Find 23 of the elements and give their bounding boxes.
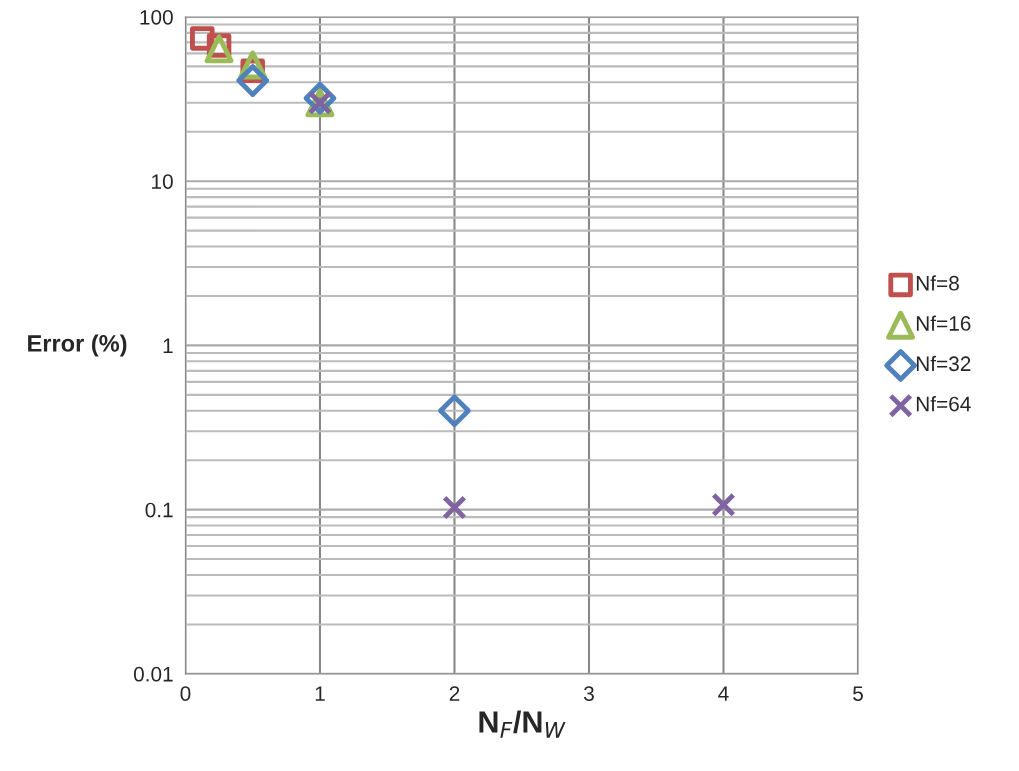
x-tick-label: 4 <box>718 686 729 701</box>
legend-label: Nf=16 <box>916 315 971 331</box>
point <box>442 495 467 520</box>
x-tick-label: 5 <box>853 686 863 701</box>
legend-label: Nf=64 <box>916 396 971 412</box>
y-tick-label: 1 <box>163 338 173 353</box>
y-tick-label: 10 <box>152 174 173 189</box>
x-tick-label: 2 <box>449 686 460 701</box>
point <box>711 492 736 518</box>
point <box>190 26 215 51</box>
y-tick-label: 0.01 <box>133 666 173 682</box>
x-axis-title: N$_{F}$/N$_{W}$ <box>479 710 566 738</box>
legend-label: Nf=8 <box>916 275 959 291</box>
y-tick-label: 100 <box>140 9 173 25</box>
x-tick-label: 0 <box>180 686 191 701</box>
point <box>204 34 234 64</box>
x-tick-label: 3 <box>583 686 594 701</box>
y-axis-title: Error (%) <box>28 334 127 357</box>
point <box>236 64 270 97</box>
y-tick-label: 0.1 <box>145 502 173 518</box>
point <box>438 394 471 428</box>
x-tick-label: 1 <box>315 686 325 701</box>
legend-label: Nf=32 <box>916 355 971 372</box>
